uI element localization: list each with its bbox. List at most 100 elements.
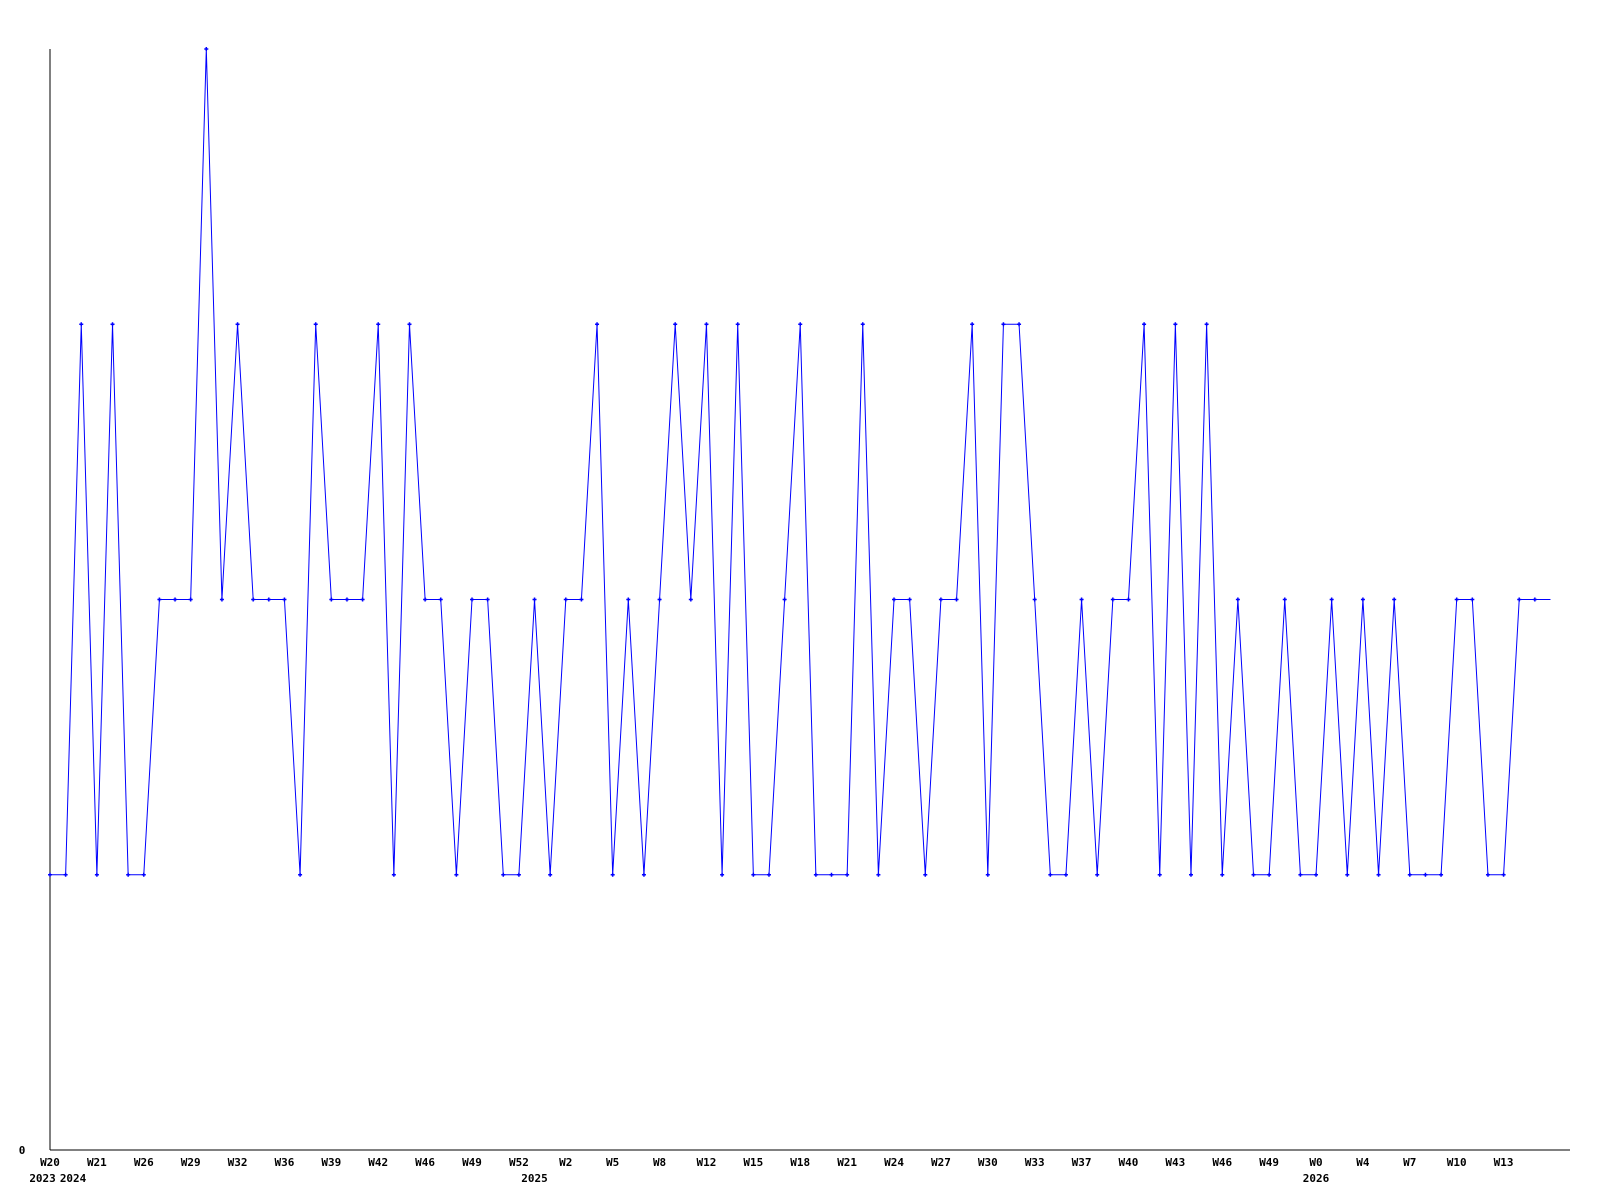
x-tick-label: W21 xyxy=(837,1156,857,1169)
data-point xyxy=(1220,872,1225,877)
x-tick-label: W10 xyxy=(1447,1156,1467,1169)
data-point xyxy=(1439,872,1444,877)
data-point xyxy=(1267,872,1272,877)
data-point xyxy=(329,597,334,602)
x-tick-label: W33 xyxy=(1025,1156,1045,1169)
data-point xyxy=(1329,597,1334,602)
data-point xyxy=(626,597,631,602)
y-tick-label-0: 0 xyxy=(19,1144,26,1157)
x-tick-label: W24 xyxy=(884,1156,904,1169)
data-point xyxy=(188,597,193,602)
data-point xyxy=(1017,322,1022,327)
data-point xyxy=(1485,872,1490,877)
x-tick-label: W40 xyxy=(1119,1156,1139,1169)
data-point xyxy=(1423,872,1428,877)
x-tick-label: W8 xyxy=(653,1156,666,1169)
data-point xyxy=(1407,872,1412,877)
data-point xyxy=(485,597,490,602)
data-point xyxy=(829,872,834,877)
x-tick-label: W5 xyxy=(606,1156,619,1169)
data-point xyxy=(657,597,662,602)
x-tick-label: W46 xyxy=(415,1156,435,1169)
data-point xyxy=(298,872,303,877)
x-tick-label: W21 xyxy=(87,1156,107,1169)
x-tick-label: W30 xyxy=(978,1156,998,1169)
data-point xyxy=(548,872,553,877)
x-tick-label: W42 xyxy=(368,1156,388,1169)
x-tick-label: W4 xyxy=(1356,1156,1370,1169)
data-point xyxy=(94,872,99,877)
data-point xyxy=(1063,872,1068,877)
x-tick-label: W7 xyxy=(1403,1156,1416,1169)
x-tick-label: W49 xyxy=(1259,1156,1279,1169)
data-point xyxy=(391,872,396,877)
x-tick-label: W39 xyxy=(321,1156,341,1169)
data-point xyxy=(610,872,615,877)
data-point xyxy=(219,597,224,602)
data-point xyxy=(1282,597,1287,602)
data-point xyxy=(1173,322,1178,327)
data-point xyxy=(1360,597,1365,602)
data-point xyxy=(63,872,68,877)
data-point xyxy=(1204,322,1209,327)
x-tick-label: W12 xyxy=(697,1156,717,1169)
year-label: 2024 xyxy=(60,1172,87,1185)
data-point xyxy=(1392,597,1397,602)
data-point xyxy=(141,872,146,877)
data-point xyxy=(1532,597,1537,602)
data-point xyxy=(1376,872,1381,877)
x-tick-label: W20 xyxy=(40,1156,60,1169)
data-point xyxy=(720,872,725,877)
data-point xyxy=(860,322,865,327)
data-point xyxy=(970,322,975,327)
data-point xyxy=(751,872,756,877)
data-point xyxy=(438,597,443,602)
data-point xyxy=(563,597,568,602)
data-point xyxy=(110,322,115,327)
data-point xyxy=(360,597,365,602)
data-point xyxy=(641,872,646,877)
data-point xyxy=(1142,322,1147,327)
data-point xyxy=(204,47,209,51)
data-point xyxy=(376,322,381,327)
x-tick-label: W27 xyxy=(931,1156,951,1169)
data-point xyxy=(1032,597,1037,602)
data-point xyxy=(1345,872,1350,877)
data-point xyxy=(782,597,787,602)
x-tick-label: W18 xyxy=(790,1156,810,1169)
data-point xyxy=(938,597,943,602)
data-point xyxy=(313,322,318,327)
data-point xyxy=(923,872,928,877)
data-point xyxy=(595,322,600,327)
data-point xyxy=(954,597,959,602)
x-tick-label: W26 xyxy=(134,1156,154,1169)
data-point xyxy=(344,597,349,602)
x-tick-label: W36 xyxy=(275,1156,295,1169)
data-point xyxy=(1048,872,1053,877)
data-point xyxy=(1126,597,1131,602)
x-tick-label: W13 xyxy=(1494,1156,1514,1169)
data-point xyxy=(892,597,897,602)
year-label: 2025 xyxy=(521,1172,548,1185)
year-label: 2023 xyxy=(29,1172,56,1185)
data-point xyxy=(407,322,412,327)
x-tick-label: W52 xyxy=(509,1156,529,1169)
data-point xyxy=(423,597,428,602)
data-point xyxy=(501,872,506,877)
x-tick-label: W37 xyxy=(1072,1156,1092,1169)
data-point xyxy=(1298,872,1303,877)
data-point xyxy=(173,597,178,602)
data-point xyxy=(798,322,803,327)
data-point xyxy=(282,597,287,602)
data-point xyxy=(454,872,459,877)
data-point xyxy=(1235,597,1240,602)
data-point xyxy=(470,597,475,602)
data-point xyxy=(1001,322,1006,327)
x-tick-label: W46 xyxy=(1212,1156,1232,1169)
data-point xyxy=(235,322,240,327)
data-point xyxy=(516,872,521,877)
data-point xyxy=(1095,872,1100,877)
data-point xyxy=(579,597,584,602)
data-point xyxy=(1501,872,1506,877)
